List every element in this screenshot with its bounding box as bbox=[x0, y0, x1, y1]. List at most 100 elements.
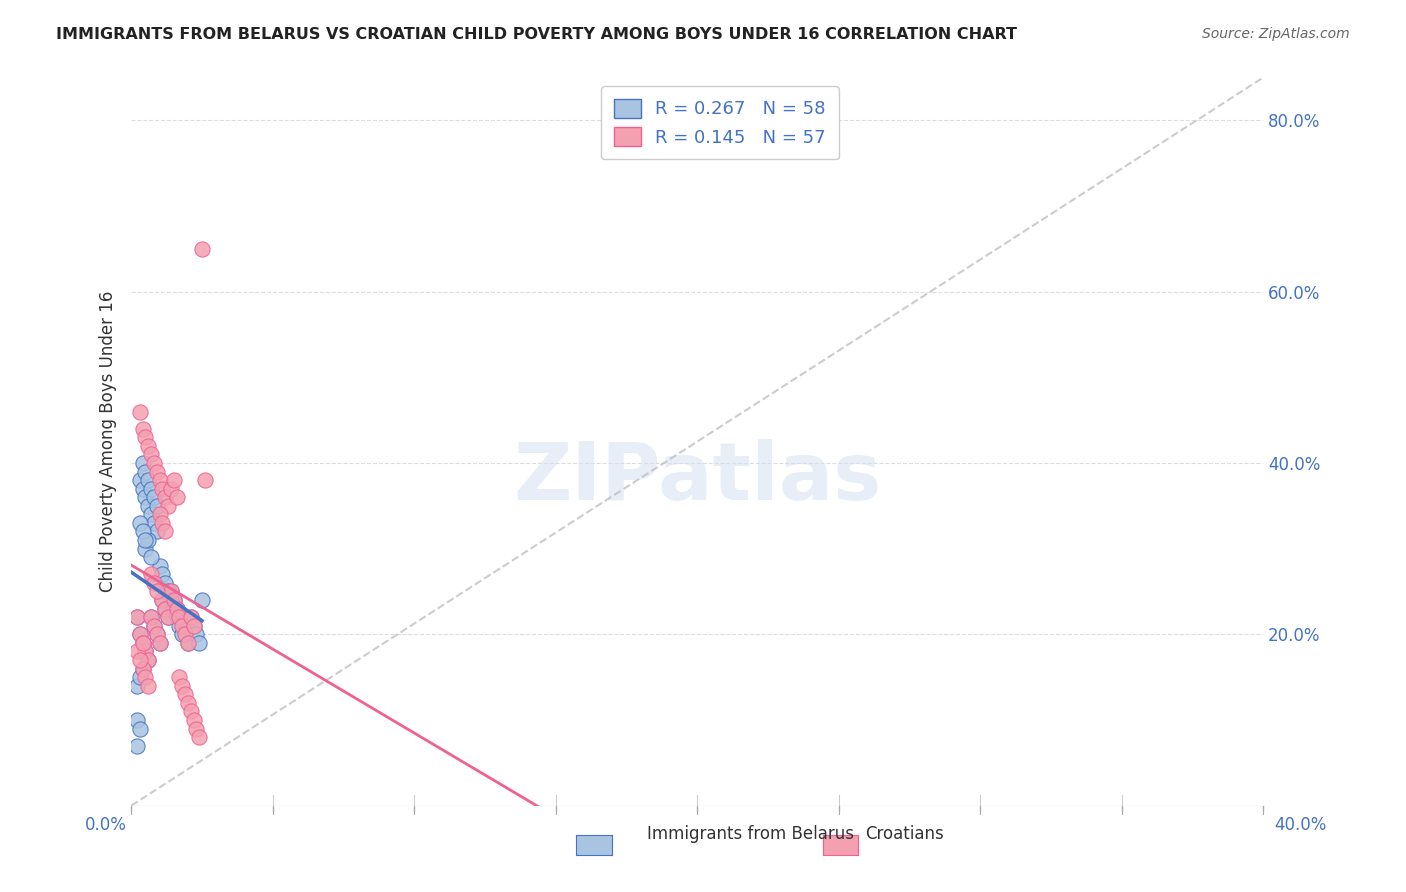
Point bbox=[186, 627, 208, 641]
Point bbox=[155, 601, 177, 615]
Point bbox=[148, 473, 170, 487]
Point bbox=[131, 456, 153, 470]
Point bbox=[155, 524, 177, 539]
Y-axis label: Child Poverty Among Boys Under 16: Child Poverty Among Boys Under 16 bbox=[100, 291, 117, 592]
Point bbox=[134, 644, 156, 658]
Point bbox=[169, 610, 191, 624]
Point bbox=[186, 722, 208, 736]
Text: Source: ZipAtlas.com: Source: ZipAtlas.com bbox=[1202, 27, 1350, 41]
Point bbox=[128, 627, 150, 641]
Point bbox=[174, 687, 197, 701]
Point bbox=[145, 524, 167, 539]
Point bbox=[191, 242, 214, 256]
Point bbox=[139, 482, 162, 496]
Point bbox=[131, 422, 153, 436]
Point bbox=[160, 584, 183, 599]
Point bbox=[163, 473, 186, 487]
Point bbox=[139, 610, 162, 624]
Point bbox=[142, 490, 165, 504]
Point bbox=[157, 499, 180, 513]
Point bbox=[163, 593, 186, 607]
Point bbox=[174, 627, 197, 641]
Point bbox=[134, 430, 156, 444]
Point bbox=[163, 593, 186, 607]
Point bbox=[136, 499, 159, 513]
Point bbox=[142, 575, 165, 590]
Point bbox=[150, 593, 173, 607]
Point bbox=[142, 618, 165, 632]
Point bbox=[139, 550, 162, 565]
Point bbox=[145, 499, 167, 513]
Text: 40.0%: 40.0% bbox=[1274, 816, 1327, 834]
Point bbox=[180, 610, 202, 624]
Text: Immigrants from Belarus: Immigrants from Belarus bbox=[647, 825, 853, 843]
Point bbox=[177, 696, 200, 710]
Point bbox=[172, 618, 194, 632]
Point bbox=[128, 404, 150, 418]
Point bbox=[160, 593, 183, 607]
Point bbox=[136, 679, 159, 693]
Point bbox=[163, 601, 186, 615]
Point bbox=[136, 653, 159, 667]
Point bbox=[169, 618, 191, 632]
Point bbox=[166, 601, 188, 615]
Point bbox=[188, 730, 211, 744]
Point bbox=[134, 670, 156, 684]
Point bbox=[183, 713, 205, 727]
Point bbox=[157, 610, 180, 624]
Point bbox=[131, 636, 153, 650]
Point bbox=[145, 627, 167, 641]
Point bbox=[150, 567, 173, 582]
Point bbox=[128, 473, 150, 487]
Point bbox=[183, 618, 205, 632]
Point bbox=[160, 584, 183, 599]
Point bbox=[160, 482, 183, 496]
Point bbox=[125, 644, 148, 658]
Point bbox=[188, 636, 211, 650]
Point bbox=[125, 739, 148, 753]
Point bbox=[177, 636, 200, 650]
Point bbox=[128, 627, 150, 641]
Point bbox=[136, 439, 159, 453]
Point bbox=[142, 516, 165, 530]
Point bbox=[128, 653, 150, 667]
Point bbox=[177, 636, 200, 650]
Point bbox=[172, 679, 194, 693]
Point bbox=[174, 627, 197, 641]
Point bbox=[128, 722, 150, 736]
Point bbox=[142, 618, 165, 632]
Point bbox=[131, 662, 153, 676]
Text: ZIPatlas: ZIPatlas bbox=[513, 439, 882, 517]
Point bbox=[194, 473, 217, 487]
Point bbox=[150, 593, 173, 607]
Point bbox=[180, 610, 202, 624]
Point bbox=[145, 627, 167, 641]
Point bbox=[125, 610, 148, 624]
Point bbox=[155, 601, 177, 615]
Point bbox=[142, 456, 165, 470]
Text: 0.0%: 0.0% bbox=[84, 816, 127, 834]
Point bbox=[139, 508, 162, 522]
Point bbox=[134, 490, 156, 504]
Point bbox=[128, 516, 150, 530]
Point bbox=[191, 593, 214, 607]
Point bbox=[128, 670, 150, 684]
Point bbox=[166, 610, 188, 624]
Point bbox=[139, 610, 162, 624]
Point bbox=[134, 644, 156, 658]
Point bbox=[136, 473, 159, 487]
Point bbox=[131, 662, 153, 676]
Point bbox=[131, 636, 153, 650]
Point bbox=[131, 636, 153, 650]
Point bbox=[134, 465, 156, 479]
Point bbox=[145, 584, 167, 599]
Point bbox=[131, 482, 153, 496]
Point bbox=[148, 636, 170, 650]
Point bbox=[172, 618, 194, 632]
Point bbox=[125, 610, 148, 624]
Point bbox=[172, 627, 194, 641]
Point bbox=[148, 558, 170, 573]
Point bbox=[139, 567, 162, 582]
Point bbox=[157, 610, 180, 624]
Point bbox=[134, 533, 156, 547]
